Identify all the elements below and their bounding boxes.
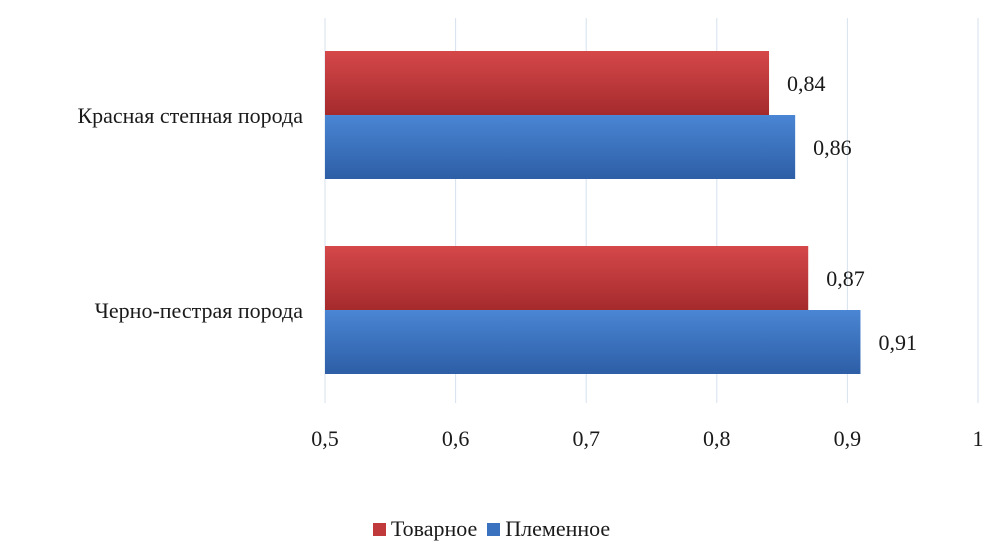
legend: Товарное Племенное <box>0 516 983 542</box>
x-tick-labels: 0,5 0,6 0,7 0,8 0,9 1 <box>311 426 983 451</box>
bars <box>325 51 861 374</box>
x-tick-label-2: 0,7 <box>572 426 600 451</box>
category-labels: Красная степная порода Черно-пестрая поро… <box>77 103 303 323</box>
data-label-1-series-1: 0,91 <box>878 330 917 355</box>
category-label-1: Черно-пестрая порода <box>95 298 304 323</box>
legend-label-series-0: Товарное <box>390 516 478 541</box>
bar-0-series-0 <box>325 51 770 115</box>
category-label-0: Красная степная порода <box>77 103 303 128</box>
data-label-0-series-0: 0,84 <box>787 71 826 96</box>
bar-0-series-1 <box>325 115 796 179</box>
data-label-1-series-0: 0,87 <box>826 266 865 291</box>
legend-item-series-1: Племенное <box>487 516 610 542</box>
data-label-0-series-1: 0,86 <box>813 135 852 160</box>
legend-swatch-series-0 <box>372 522 386 536</box>
x-tick-label-0: 0,5 <box>311 426 339 451</box>
bar-1-series-1 <box>325 310 861 374</box>
x-tick-label-4: 0,9 <box>834 426 862 451</box>
x-tick-label-1: 0,6 <box>442 426 470 451</box>
x-tick-label-5: 1 <box>973 426 983 451</box>
x-tick-label-3: 0,8 <box>703 426 731 451</box>
legend-item-series-0: Товарное <box>372 516 478 542</box>
legend-label-series-1: Племенное <box>505 516 611 541</box>
legend-swatch-series-1 <box>487 522 501 536</box>
bar-1-series-0 <box>325 246 809 310</box>
data-labels: 0,84 0,86 0,87 0,91 <box>787 71 917 355</box>
